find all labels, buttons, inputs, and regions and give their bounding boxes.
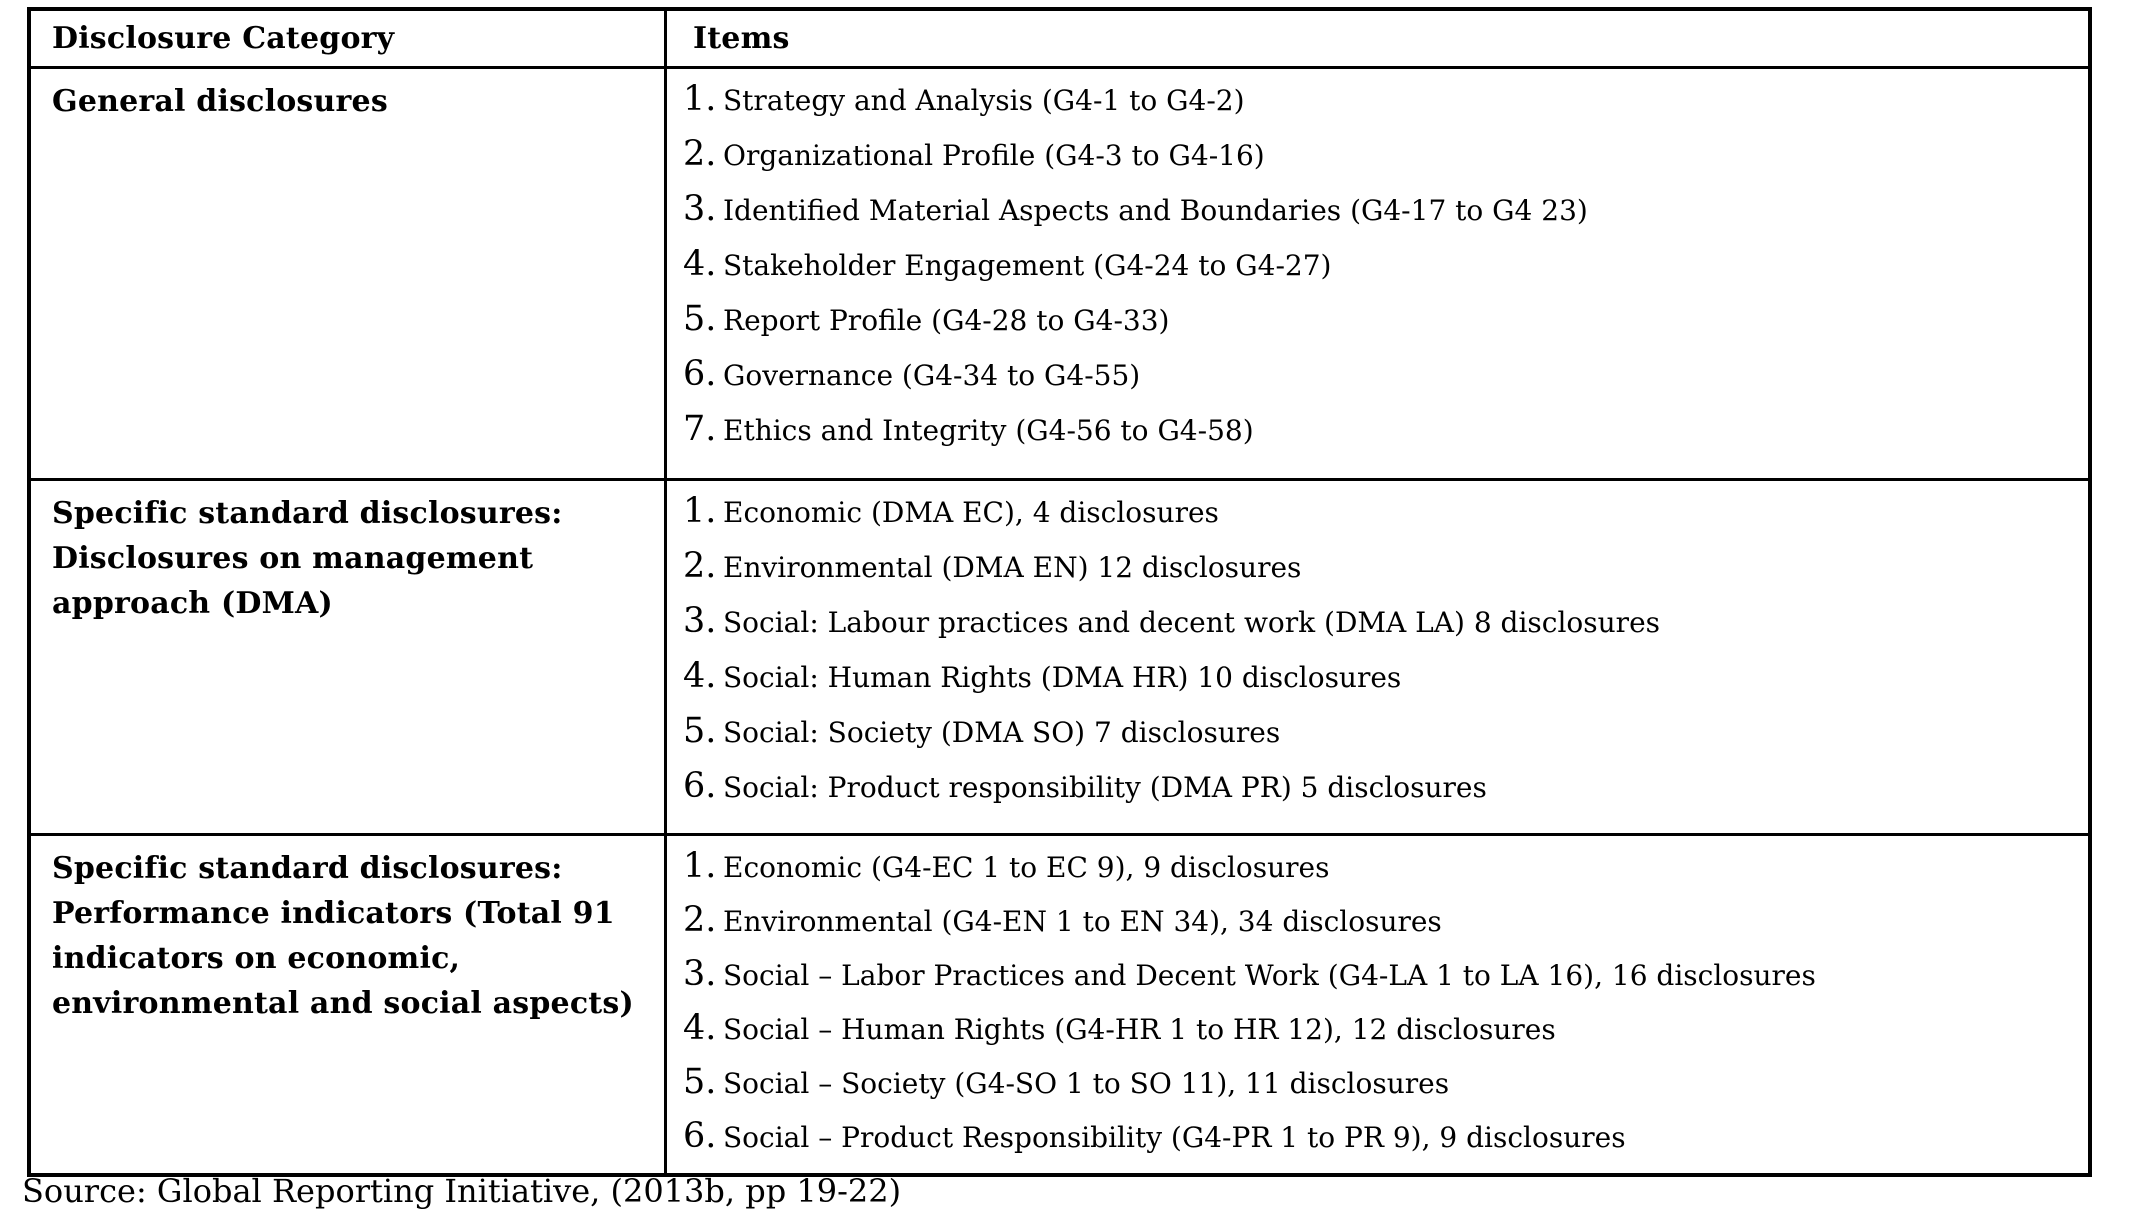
list-item-number: 1. xyxy=(683,846,717,886)
list-item: 3. Social: Labour practices and decent w… xyxy=(683,601,2080,656)
category-label-line: approach (DMA) xyxy=(52,586,333,621)
list-item-text: Economic (G4-EC 1 to EC 9), 9 disclosure… xyxy=(723,851,1330,884)
table-row-performance-indicators: Specific standard disclosures: Performan… xyxy=(31,833,2088,1173)
list-item-text: Social: Society (DMA SO) 7 disclosures xyxy=(723,716,1281,749)
category-label-line: Specific standard disclosures: xyxy=(52,496,563,531)
list-item-text: Organizational Profile (G4-3 to G4-16) xyxy=(723,139,1265,172)
source-citation: Source: Global Reporting Initiative, (20… xyxy=(22,1172,902,1210)
list-item: 3. Identified Material Aspects and Bound… xyxy=(683,189,2080,244)
column-header-disclosure-category: Disclosure Category xyxy=(52,21,395,56)
list-item: 6. Social: Product responsibility (DMA P… xyxy=(683,766,2080,821)
list-item-number: 2. xyxy=(683,134,717,174)
list-item-text: Social – Labor Practices and Decent Work… xyxy=(723,959,1816,992)
list-item: 5. Report Profile (G4-28 to G4-33) xyxy=(683,299,2080,354)
category-label-line: Specific standard disclosures: xyxy=(52,851,563,886)
list-item-number: 7. xyxy=(683,409,717,449)
list-item-number: 1. xyxy=(683,491,717,531)
list-item-number: 2. xyxy=(683,546,717,586)
list-item-text: Governance (G4-34 to G4-55) xyxy=(723,359,1141,392)
header-cell-items: Items xyxy=(667,11,2088,66)
category-label: General disclosures xyxy=(52,84,388,119)
disclosure-table: Disclosure Category Items General disclo… xyxy=(27,7,2092,1177)
items-cell-performance-indicators: 1. Economic (G4-EC 1 to EC 9), 9 disclos… xyxy=(667,836,2088,1173)
list-item-text: Strategy and Analysis (G4-1 to G4-2) xyxy=(723,84,1245,117)
list-item-number: 6. xyxy=(683,354,717,394)
list-item-number: 2. xyxy=(683,900,717,940)
list-item-text: Environmental (G4-EN 1 to EN 34), 34 dis… xyxy=(723,905,1442,938)
column-header-items: Items xyxy=(693,21,790,56)
list-item: 2. Environmental (G4-EN 1 to EN 34), 34 … xyxy=(683,900,2080,954)
list-item: 5. Social – Society (G4-SO 1 to SO 11), … xyxy=(683,1062,2080,1116)
list-item-number: 6. xyxy=(683,1116,717,1156)
list-item-number: 4. xyxy=(683,1008,717,1048)
list-item-text: Social – Product Responsibility (G4-PR 1… xyxy=(723,1121,1626,1154)
list-item-number: 4. xyxy=(683,656,717,696)
table-row-general-disclosures: General disclosures 1. Strategy and Anal… xyxy=(31,66,2088,478)
table-row-dma-disclosures: Specific standard disclosures: Disclosur… xyxy=(31,478,2088,833)
list-item-text: Social: Labour practices and decent work… xyxy=(723,606,1661,639)
list-item-number: 5. xyxy=(683,1062,717,1102)
category-label-line: indicators on economic, xyxy=(52,941,461,976)
list-item-text: Environmental (DMA EN) 12 disclosures xyxy=(723,551,1302,584)
list-item-text: Social – Human Rights (G4-HR 1 to HR 12)… xyxy=(723,1013,1556,1046)
list-item-number: 4. xyxy=(683,244,717,284)
list-item: 3. Social – Labor Practices and Decent W… xyxy=(683,954,2080,1008)
category-cell-general-disclosures: General disclosures xyxy=(31,69,667,478)
list-item: 4. Stakeholder Engagement (G4-24 to G4-2… xyxy=(683,244,2080,299)
list-item: 5. Social: Society (DMA SO) 7 disclosure… xyxy=(683,711,2080,766)
list-item-number: 6. xyxy=(683,766,717,806)
list-item: 6. Governance (G4-34 to G4-55) xyxy=(683,354,2080,409)
list-item-number: 3. xyxy=(683,189,717,229)
list-item: 1. Economic (G4-EC 1 to EC 9), 9 disclos… xyxy=(683,846,2080,900)
category-label-line: environmental and social aspects) xyxy=(52,986,634,1021)
list-item: 1. Strategy and Analysis (G4-1 to G4-2) xyxy=(683,79,2080,134)
list-item-text: Social: Human Rights (DMA HR) 10 disclos… xyxy=(723,661,1402,694)
list-item-number: 3. xyxy=(683,954,717,994)
list-item-text: Stakeholder Engagement (G4-24 to G4-27) xyxy=(723,249,1332,282)
list-item-text: Social – Society (G4-SO 1 to SO 11), 11 … xyxy=(723,1067,1450,1100)
list-item-text: Identified Material Aspects and Boundari… xyxy=(723,194,1588,227)
list-item-text: Ethics and Integrity (G4-56 to G4-58) xyxy=(723,414,1254,447)
list-item-number: 5. xyxy=(683,299,717,339)
list-item: 4. Social – Human Rights (G4-HR 1 to HR … xyxy=(683,1008,2080,1062)
table-header-row: Disclosure Category Items xyxy=(31,11,2088,66)
list-item-text: Report Profile (G4-28 to G4-33) xyxy=(723,304,1170,337)
list-item-number: 3. xyxy=(683,601,717,641)
list-item-number: 5. xyxy=(683,711,717,751)
header-cell-category: Disclosure Category xyxy=(31,11,667,66)
list-item: 6. Social – Product Responsibility (G4-P… xyxy=(683,1116,2080,1170)
list-item-text: Economic (DMA EC), 4 disclosures xyxy=(723,496,1219,529)
list-item: 2. Environmental (DMA EN) 12 disclosures xyxy=(683,546,2080,601)
list-item: 4. Social: Human Rights (DMA HR) 10 disc… xyxy=(683,656,2080,711)
list-item: 7. Ethics and Integrity (G4-56 to G4-58) xyxy=(683,409,2080,464)
list-item: 2. Organizational Profile (G4-3 to G4-16… xyxy=(683,134,2080,189)
items-cell-general-disclosures: 1. Strategy and Analysis (G4-1 to G4-2) … xyxy=(667,69,2088,478)
category-cell-performance-indicators: Specific standard disclosures: Performan… xyxy=(31,836,667,1173)
items-cell-dma: 1. Economic (DMA EC), 4 disclosures 2. E… xyxy=(667,481,2088,833)
category-cell-dma: Specific standard disclosures: Disclosur… xyxy=(31,481,667,833)
list-item-text: Social: Product responsibility (DMA PR) … xyxy=(723,771,1487,804)
category-label-line: Disclosures on management xyxy=(52,541,534,576)
category-label-line: Performance indicators (Total 91 xyxy=(52,896,615,931)
list-item-number: 1. xyxy=(683,79,717,119)
list-item: 1. Economic (DMA EC), 4 disclosures xyxy=(683,491,2080,546)
